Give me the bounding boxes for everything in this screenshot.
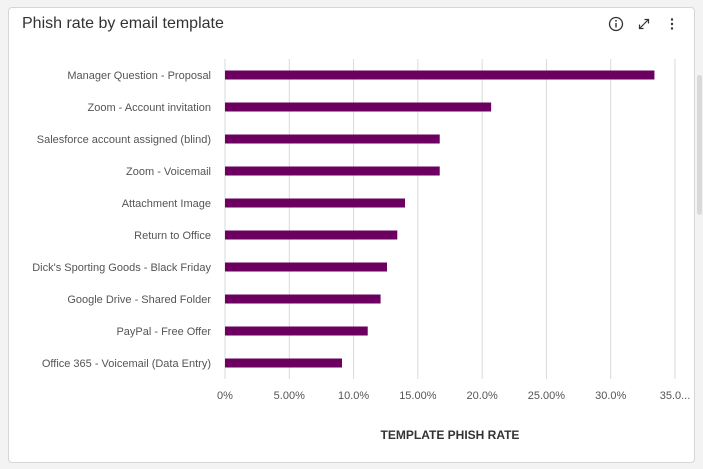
category-label: Zoom - Voicemail <box>126 166 211 178</box>
bar[interactable] <box>225 70 655 80</box>
x-tick-label: 30.0% <box>595 390 626 402</box>
info-icon[interactable] <box>606 14 626 34</box>
bar[interactable] <box>225 326 368 336</box>
category-label: Google Drive - Shared Folder <box>67 294 211 306</box>
bar[interactable] <box>225 294 381 304</box>
x-tick-label: 5.00% <box>274 390 305 402</box>
more-vertical-icon[interactable] <box>662 14 682 34</box>
x-axis-title: TEMPLATE PHISH RATE <box>381 428 520 442</box>
bar[interactable] <box>225 198 405 208</box>
bar[interactable] <box>225 230 398 240</box>
card-title: Phish rate by email template <box>22 15 224 32</box>
bar[interactable] <box>225 134 440 144</box>
x-tick-label: 10.0% <box>338 390 369 402</box>
category-label: Office 365 - Voicemail (Data Entry) <box>42 358 211 370</box>
x-tick-label: 35.0... <box>660 390 691 402</box>
category-label: Manager Question - Proposal <box>67 70 211 82</box>
bar[interactable] <box>225 102 492 112</box>
category-label: PayPal - Free Offer <box>116 326 211 338</box>
category-label: Zoom - Account invitation <box>87 102 211 114</box>
bar[interactable] <box>225 166 440 176</box>
category-labels: Manager Question - Proposal Zoom - Accoun… <box>32 70 211 370</box>
x-tick-labels: 0% 5.00% 10.0% 15.00% 20.0% 25.00% 30.0% 35.0..… <box>217 390 690 402</box>
category-label: Return to Office <box>134 230 211 242</box>
x-tick-label: 25.00% <box>528 390 566 402</box>
category-label: Salesforce account assigned (blind) <box>37 134 211 146</box>
bars <box>225 70 655 368</box>
scrollbar[interactable] <box>697 75 702 215</box>
expand-icon[interactable] <box>634 14 654 34</box>
x-tick-label: 15.00% <box>399 390 437 402</box>
category-label: Attachment Image <box>122 198 211 210</box>
bar[interactable] <box>225 262 387 272</box>
x-tick-label: 0% <box>217 390 233 402</box>
x-tick-label: 20.0% <box>467 390 498 402</box>
bar[interactable] <box>225 358 342 368</box>
category-label: Dick's Sporting Goods - Black Friday <box>32 262 211 274</box>
grid-lines <box>224 59 676 379</box>
